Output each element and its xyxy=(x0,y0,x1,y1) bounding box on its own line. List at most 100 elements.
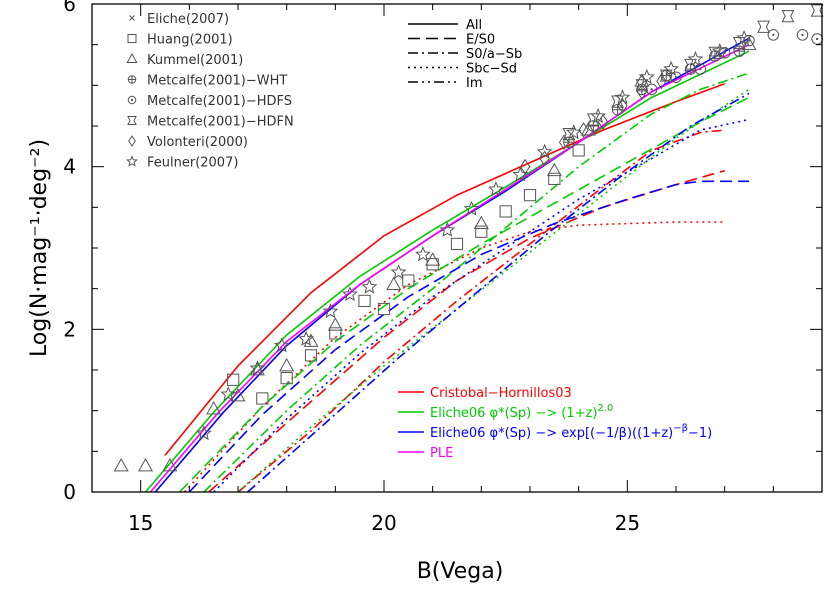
x-tick-label: 20 xyxy=(371,511,396,535)
model-legend-label: Cristobal−Hornillos03 xyxy=(430,386,572,401)
marker-star xyxy=(249,360,266,376)
series-cristobal-hornillos03-s0-a-sb xyxy=(237,129,725,492)
marker-circle-dot xyxy=(796,29,809,41)
x-axis-title: B(Vega) xyxy=(417,559,504,584)
marker-triangle xyxy=(162,457,178,472)
data-legend-label: Feulner(2007) xyxy=(147,156,238,171)
model-legend: Cristobal−Hornillos03 Eliche06 φ*(Sp) −> … xyxy=(398,386,712,461)
marker-diamond xyxy=(636,83,648,100)
marker-triangle xyxy=(580,122,596,136)
x-tick-label: 25 xyxy=(615,511,640,535)
data-legend-label: Huang(2001) xyxy=(147,33,233,48)
marker-star xyxy=(687,50,704,67)
marker-triangle xyxy=(206,401,222,415)
marker-star xyxy=(361,278,378,294)
marker-circle-plus xyxy=(684,63,697,75)
type-legend-label: Sbc−Sd xyxy=(466,62,517,77)
marker-diamond xyxy=(558,134,570,151)
marker-square xyxy=(304,349,318,362)
marker-triangle xyxy=(546,162,562,177)
x-tick-label: 15 xyxy=(128,511,153,535)
marker-hourglass-square xyxy=(781,10,795,23)
marker-hourglass-square xyxy=(562,128,576,141)
marker-circle-dot xyxy=(767,29,780,41)
marker-star xyxy=(298,330,315,346)
marker-square xyxy=(548,172,561,185)
series-cristobal-hornillos03-all xyxy=(164,82,725,456)
legend-marker-star xyxy=(125,155,139,167)
marker-hourglass-square xyxy=(732,36,746,50)
model-legend-label: Eliche06 φ*(Sp) −> exp[(−1/β)((1+z)−β−1) xyxy=(430,423,712,441)
marker-star xyxy=(220,386,237,402)
data-legend-label: Volonteri(2000) xyxy=(147,135,248,150)
marker-hourglass-square xyxy=(810,4,824,17)
type-legend-label: All xyxy=(466,18,482,33)
marker-star xyxy=(614,89,631,105)
marker-diamond xyxy=(597,114,609,130)
data-legend-label: Metcalfe(2001)−HDFS xyxy=(147,94,292,109)
marker-star xyxy=(322,303,339,319)
marker-square xyxy=(358,294,371,307)
marker-square xyxy=(402,274,415,287)
axis-ticks: 15 20 25 0 2 4 6 xyxy=(63,0,823,535)
marker-triangle xyxy=(113,457,129,472)
marker-star xyxy=(390,264,407,280)
marker-square xyxy=(475,225,488,238)
marker-square xyxy=(256,392,269,405)
marker-circle-plus xyxy=(587,120,600,132)
series-eliche06-1-z-2-0-sbc-sd xyxy=(237,88,750,492)
y-tick-label: 2 xyxy=(63,317,76,341)
y-tick-label: 4 xyxy=(63,155,76,179)
marker-triangle xyxy=(327,317,343,331)
data-legend: Eliche(2007) Huang(2001) Kummel(2001) Metca… xyxy=(125,12,294,171)
marker-hourglass-square xyxy=(684,58,698,72)
data-legend-label: Kummel(2001) xyxy=(147,53,243,68)
marker-square xyxy=(280,372,293,385)
y-axis-title: Log(N·mag⁻¹·deg⁻²) xyxy=(27,139,52,357)
model-legend-label: PLE xyxy=(430,446,453,461)
marker-square xyxy=(499,205,512,218)
marker-triangle xyxy=(138,457,154,472)
series-cristobal-hornillos03-e-s0 xyxy=(208,169,725,492)
marker-star xyxy=(439,221,456,237)
model-legend-label: Eliche06 φ*(Sp) −> (1+z)2.0 xyxy=(430,403,613,421)
data-legend-label: Metcalfe(2001)−HDFN xyxy=(147,115,294,130)
marker-star xyxy=(196,425,212,441)
marker-star xyxy=(463,200,480,216)
marker-circle-dot xyxy=(670,71,682,83)
marker-triangle xyxy=(303,333,319,347)
marker-star xyxy=(342,286,358,302)
marker-circle-plus xyxy=(733,45,746,57)
legend-marker-hourglass-square xyxy=(127,116,137,125)
type-legend-label: E/S0 xyxy=(466,33,495,48)
marker-triangle xyxy=(473,215,489,229)
marker-diamond xyxy=(617,97,628,114)
marker-square xyxy=(450,237,464,251)
marker-triangle xyxy=(386,276,402,290)
legend-marker-circle-dot xyxy=(127,95,137,105)
marker-diamond xyxy=(539,150,550,167)
data-legend-label: Metcalfe(2001)−WHT xyxy=(147,74,287,89)
marker-star xyxy=(273,337,290,353)
marker-square xyxy=(523,189,537,202)
marker-triangle xyxy=(230,388,246,402)
marker-star xyxy=(536,143,553,159)
series-ple-all xyxy=(149,43,750,492)
data-legend-label: Eliche(2007) xyxy=(147,12,229,27)
marker-triangle xyxy=(279,357,295,372)
type-legend-label: S0/a−Sb xyxy=(466,47,522,62)
marker-circle-plus xyxy=(709,50,721,62)
model-curves xyxy=(144,37,750,492)
type-legend-label: Im xyxy=(466,76,483,91)
marker-hourglass-square xyxy=(586,113,600,126)
marker-hourglass-square xyxy=(708,46,722,59)
legend-marker-cross xyxy=(129,15,135,21)
marker-square xyxy=(377,302,391,316)
series-eliche06-1-z-2-0-e-s0 xyxy=(179,96,750,492)
marker-star xyxy=(488,181,504,197)
y-tick-label: 0 xyxy=(63,480,76,504)
legend-marker-triangle xyxy=(126,52,138,63)
marker-hourglass-square xyxy=(635,79,649,92)
legend-marker-diamond xyxy=(128,135,136,147)
